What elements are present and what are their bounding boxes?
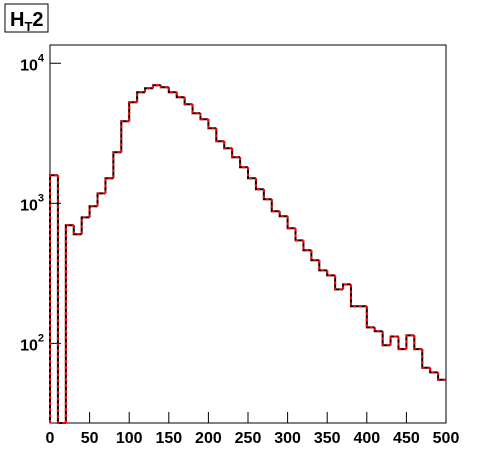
histogram-bin xyxy=(381,331,391,347)
histogram-bin xyxy=(254,178,264,191)
chart-title: HT2 xyxy=(10,9,44,34)
y-tick-label: 103 xyxy=(20,192,44,214)
x-tick-label: 250 xyxy=(235,430,262,447)
histogram-bin xyxy=(247,167,256,180)
y-tick-exponent: 4 xyxy=(38,52,45,64)
x-tick-label: 100 xyxy=(116,430,143,447)
histogram-bin xyxy=(207,119,217,130)
x-tick-label: 200 xyxy=(195,430,222,447)
title-suffix: 2 xyxy=(32,9,43,31)
histogram-bin xyxy=(80,216,90,235)
y-tick-label: 102 xyxy=(20,332,44,354)
histogram-bin xyxy=(231,148,241,159)
histogram-bin xyxy=(191,104,201,115)
histogram-bin xyxy=(64,224,74,423)
x-tick-label: 450 xyxy=(393,430,420,447)
histogram-bin xyxy=(326,270,336,277)
histogram-bin xyxy=(151,84,161,89)
x-tick-label: 500 xyxy=(433,430,460,447)
y-tick-base: 10 xyxy=(20,197,38,214)
histogram-bin xyxy=(421,349,431,369)
histogram-bin xyxy=(349,284,359,308)
histogram-bin xyxy=(136,91,146,103)
histogram-bin xyxy=(270,199,280,213)
x-tick-label: 350 xyxy=(314,430,341,447)
y-tick-exponent: 3 xyxy=(38,192,44,204)
histogram-bin xyxy=(49,174,58,423)
histogram-bin xyxy=(88,205,98,218)
histogram-bin xyxy=(342,283,351,290)
x-tick-label: 150 xyxy=(155,430,182,447)
histogram-bin xyxy=(365,306,375,329)
histogram-bin xyxy=(128,101,138,122)
histogram-bin xyxy=(294,228,304,242)
histogram-bin xyxy=(239,157,248,169)
histogram-bin xyxy=(56,175,66,424)
histogram-bin xyxy=(104,177,114,194)
y-tick-label: 104 xyxy=(20,52,45,74)
title-box xyxy=(4,3,49,33)
histogram-bin xyxy=(223,141,233,150)
histogram-bin xyxy=(437,372,446,381)
histogram-bin xyxy=(373,327,383,333)
x-tick-label: 300 xyxy=(274,430,301,447)
histogram-bin xyxy=(318,260,328,272)
x-tick-label: 0 xyxy=(46,430,55,447)
histogram-bin xyxy=(413,335,423,351)
histogram-bin xyxy=(278,211,288,218)
histogram-bin xyxy=(167,87,177,94)
histogram-bin xyxy=(159,85,169,89)
histogram-bin xyxy=(199,113,209,121)
histogram-bin xyxy=(183,97,193,106)
histogram-bin xyxy=(397,336,407,351)
histogram-bin xyxy=(302,240,312,252)
histogram-bin xyxy=(389,335,399,346)
histogram-bin xyxy=(144,87,153,93)
histogram-bin xyxy=(112,151,122,179)
histogram-bin xyxy=(405,334,415,350)
histogram-bin xyxy=(429,367,439,374)
histogram-bin xyxy=(334,275,344,291)
histogram-bin xyxy=(96,192,106,207)
histogram-bin xyxy=(72,225,82,236)
histogram-bin xyxy=(286,216,296,230)
histogram-bin xyxy=(215,128,225,143)
y-tick-base: 10 xyxy=(20,337,38,354)
histogram-bin xyxy=(175,92,185,99)
y-tick-base: 10 xyxy=(20,57,38,74)
x-tick-label: 50 xyxy=(81,430,99,447)
histogram-bin xyxy=(120,120,130,153)
title-subscript: T xyxy=(24,19,32,34)
y-tick-exponent: 2 xyxy=(38,332,44,344)
x-tick-label: 400 xyxy=(353,430,380,447)
histogram-bin xyxy=(262,189,272,201)
title-main: H xyxy=(10,9,24,31)
histogram-bin xyxy=(310,250,320,262)
